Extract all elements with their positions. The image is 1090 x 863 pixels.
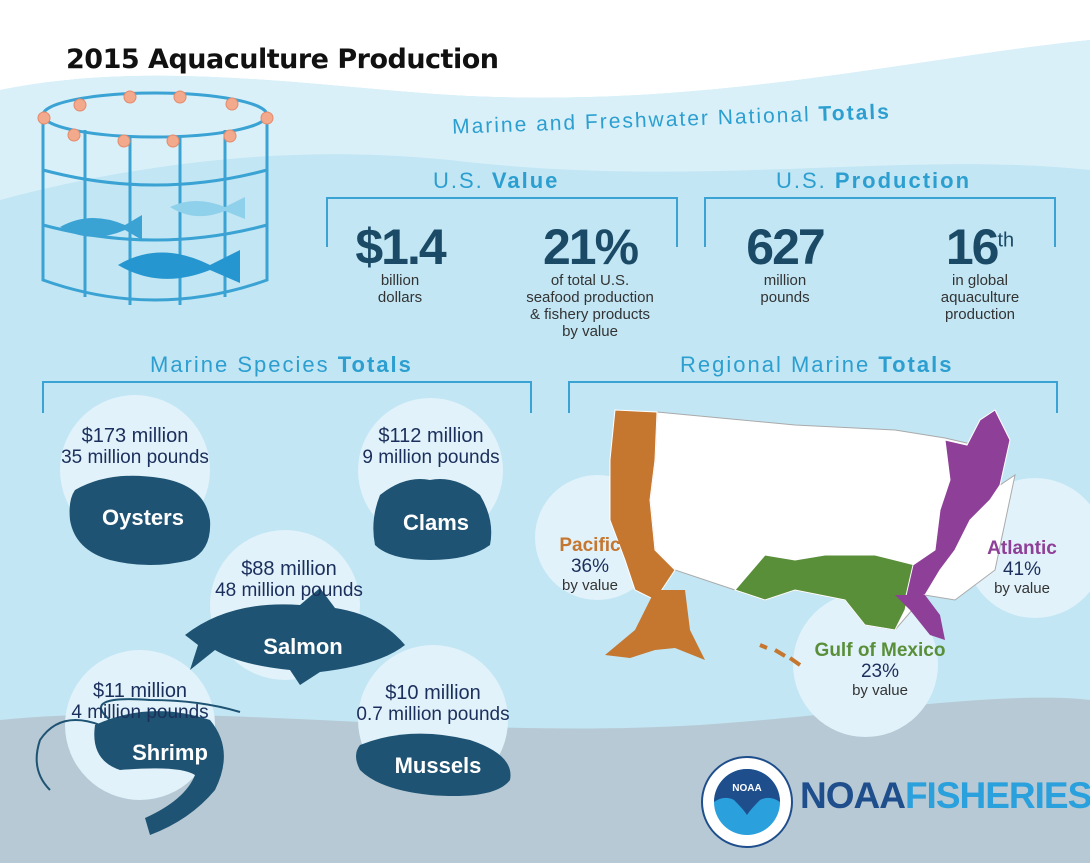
mussels-label: Mussels — [394, 753, 482, 778]
salmon-stats: $88 million 48 million pounds — [215, 558, 363, 601]
stat-caption: pounds — [760, 289, 810, 306]
gulf-region — [734, 554, 916, 631]
shrimp-icon — [94, 711, 224, 835]
stat-caption: billion — [380, 272, 420, 289]
species-shapes — [35, 475, 511, 835]
stat-caption: of total U.S. — [550, 272, 630, 289]
shrimp-label: Shrimp — [132, 740, 208, 765]
salmon-label: Salmon — [263, 634, 343, 659]
stat-caption: & fishery products — [529, 306, 651, 323]
stat-number: 21% — [542, 219, 639, 275]
pacific-region — [609, 409, 676, 601]
oysters-stats: $173 million 35 million pounds — [61, 425, 209, 468]
stat-caption: million — [763, 272, 807, 289]
us-map — [605, 409, 1016, 667]
stat-caption: by value — [562, 323, 618, 340]
us-value-percent-stat: 21% of total U.S. seafood production & f… — [500, 222, 680, 340]
stat-caption: in global — [952, 272, 1008, 289]
gulf-stats: Gulf of Mexico 23% by value — [814, 640, 946, 699]
oyster-icon — [69, 475, 211, 565]
us-value-dollars-stat: $1.4 billion dollars — [345, 222, 455, 306]
stat-caption: seafood production — [526, 289, 654, 306]
us-value-bracket — [326, 197, 678, 247]
us-production-pounds-stat: 627 million pounds — [725, 222, 845, 306]
mussels-stats: $10 million 0.7 million pounds — [356, 682, 510, 725]
atlantic-region — [904, 409, 1011, 601]
us-value-heading: U.S. Value — [433, 168, 560, 193]
us-production-rank-stat: 16th in global aquaculture production — [915, 222, 1045, 323]
atlantic-stats: Atlantic 41% by value — [987, 538, 1057, 597]
marine-species-bracket — [42, 381, 532, 413]
svg-text:NOAA: NOAA — [732, 783, 761, 794]
salmon-icon — [185, 588, 405, 685]
alaska — [605, 590, 705, 660]
regional-heading: Regional Marine Totals — [680, 352, 954, 377]
shrimp-stats: $11 million 4 million pounds — [71, 680, 209, 723]
stat-number: 627 — [746, 219, 825, 275]
mussel-icon — [356, 733, 511, 796]
stat-caption: production — [944, 306, 1016, 323]
us-production-bracket — [704, 197, 1056, 247]
pacific-stats: Pacific 36% by value — [559, 535, 621, 594]
stat-caption: aquaculture — [940, 289, 1020, 306]
stat-number: $1.4 — [355, 219, 446, 275]
fish-pen-icon — [37, 90, 274, 305]
noaa-seal-logo: NOAA — [701, 756, 793, 848]
us-production-heading: U.S. Production — [776, 168, 972, 193]
clam-icon — [373, 479, 492, 560]
hawaii — [759, 643, 802, 667]
clams-label: Clams — [402, 510, 470, 535]
stat-number: 16th — [945, 219, 1015, 275]
marine-species-heading: Marine Species Totals — [150, 352, 413, 377]
oysters-label: Oysters — [102, 505, 184, 530]
clams-stats: $112 million 9 million pounds — [362, 425, 500, 468]
regional-bracket — [568, 381, 1058, 413]
page-title: 2015 Aquaculture Production — [66, 44, 499, 75]
noaa-fisheries-wordmark: NOAAFISHERIES — [800, 775, 1090, 816]
stat-caption: dollars — [377, 289, 423, 306]
